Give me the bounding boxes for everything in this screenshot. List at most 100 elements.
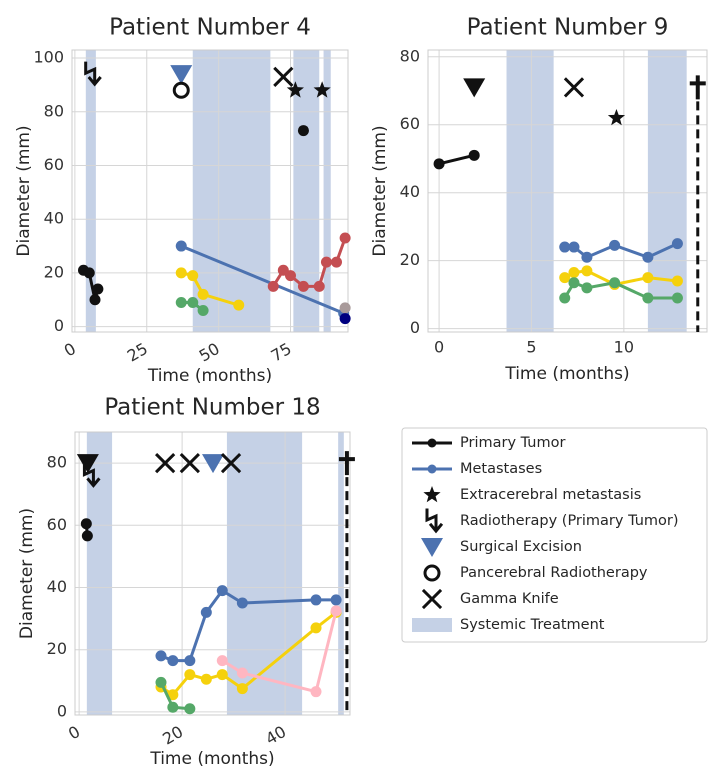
data-point bbox=[197, 305, 209, 317]
circle-shape bbox=[172, 81, 190, 99]
data-point bbox=[167, 701, 179, 713]
legend-dot bbox=[427, 464, 437, 474]
marker-radiotherapy bbox=[84, 61, 102, 87]
data-point bbox=[568, 241, 580, 253]
data-point bbox=[642, 292, 654, 304]
y-tick-label: 100 bbox=[33, 48, 64, 67]
triangle-shape bbox=[463, 78, 486, 98]
y-tick-label: 20 bbox=[400, 250, 420, 269]
data-point bbox=[200, 606, 212, 618]
marker-star bbox=[607, 108, 626, 126]
marker-line-dot bbox=[412, 464, 452, 474]
data-point bbox=[236, 683, 248, 695]
marker-star bbox=[313, 81, 331, 98]
legend-patch bbox=[412, 618, 452, 632]
marker-x bbox=[155, 452, 176, 474]
data-point bbox=[568, 267, 580, 279]
x-tick-label: 0 bbox=[65, 722, 83, 744]
marker-x bbox=[563, 77, 585, 98]
data-point bbox=[236, 597, 248, 609]
x-shape bbox=[421, 588, 443, 610]
triangle-shape bbox=[202, 454, 225, 474]
treatment-span bbox=[647, 50, 687, 332]
data-point bbox=[187, 296, 199, 308]
treatment-span bbox=[85, 50, 96, 332]
data-point bbox=[559, 292, 571, 304]
data-point bbox=[155, 676, 167, 688]
legend-label: Systemic Treatment bbox=[460, 617, 605, 633]
y-tick-label: 20 bbox=[47, 639, 67, 658]
treatment-span bbox=[338, 432, 344, 715]
marker-circle-open bbox=[172, 81, 190, 99]
data-point bbox=[581, 251, 593, 263]
data-point bbox=[320, 256, 332, 268]
marker-star bbox=[423, 486, 441, 503]
triangle-shape bbox=[421, 538, 443, 557]
data-point bbox=[167, 655, 179, 667]
data-point bbox=[339, 232, 351, 244]
x-shape bbox=[220, 452, 242, 474]
data-point bbox=[310, 622, 322, 634]
marker-radiotherapy bbox=[425, 508, 444, 534]
marker-x bbox=[220, 452, 242, 474]
data-point bbox=[92, 283, 104, 295]
marker-x bbox=[273, 66, 294, 87]
treatment-span bbox=[506, 50, 554, 332]
x-tick-label: 0 bbox=[434, 338, 444, 357]
data-point bbox=[184, 655, 196, 667]
data-point bbox=[216, 655, 228, 667]
data-point bbox=[671, 238, 683, 250]
bolt-shape bbox=[82, 463, 101, 488]
data-point bbox=[581, 265, 593, 277]
x-tick-label: 50 bbox=[196, 339, 223, 366]
legend-label: Gamma Knife bbox=[460, 591, 559, 607]
data-point bbox=[175, 240, 187, 252]
chart-title: Patient Number 4 bbox=[109, 15, 311, 41]
marker-star bbox=[286, 81, 304, 98]
marker-x bbox=[179, 452, 200, 474]
x-shape bbox=[155, 452, 176, 474]
legend-dot bbox=[427, 438, 437, 448]
treatment-span bbox=[192, 50, 271, 332]
data-point bbox=[330, 605, 342, 617]
data-point bbox=[81, 530, 93, 542]
marker-dagger bbox=[338, 451, 355, 476]
y-axis-label: Diameter (mm) bbox=[370, 125, 390, 256]
y-tick-label: 60 bbox=[400, 114, 420, 133]
data-point bbox=[216, 585, 228, 597]
data-point bbox=[339, 313, 351, 325]
chart-title: Patient Number 9 bbox=[467, 15, 669, 41]
data-point bbox=[187, 270, 199, 282]
y-tick-label: 60 bbox=[44, 155, 64, 174]
data-point bbox=[468, 149, 480, 161]
data-point bbox=[167, 689, 179, 701]
data-point bbox=[297, 280, 309, 292]
x-tick-label: 25 bbox=[124, 339, 151, 366]
legend-label: Surgical Excision bbox=[460, 539, 582, 555]
data-point bbox=[236, 667, 248, 679]
series-line bbox=[221, 610, 338, 694]
star-shape bbox=[423, 486, 441, 503]
data-point bbox=[313, 280, 325, 292]
marker-triangle bbox=[170, 65, 193, 85]
x-tick-label: 5 bbox=[526, 338, 536, 357]
marker-line-dot bbox=[412, 438, 452, 448]
x-tick-label: 10 bbox=[614, 338, 634, 357]
x-axis-label: Time (months) bbox=[504, 364, 629, 384]
data-point bbox=[559, 241, 571, 253]
treatment-span bbox=[86, 432, 113, 715]
y-tick-label: 60 bbox=[47, 515, 67, 534]
data-point bbox=[310, 594, 322, 606]
y-axis-label: Diameter (mm) bbox=[17, 508, 37, 639]
data-point bbox=[671, 275, 683, 287]
marker-triangle bbox=[76, 454, 99, 474]
data-point bbox=[642, 251, 654, 263]
series-line bbox=[180, 271, 240, 307]
y-tick-label: 40 bbox=[47, 577, 67, 596]
data-point bbox=[267, 280, 279, 292]
marker-x bbox=[421, 588, 443, 610]
x-axis-label: Time (months) bbox=[147, 366, 272, 386]
data-point bbox=[216, 669, 228, 681]
marker-radiotherapy bbox=[82, 463, 101, 488]
